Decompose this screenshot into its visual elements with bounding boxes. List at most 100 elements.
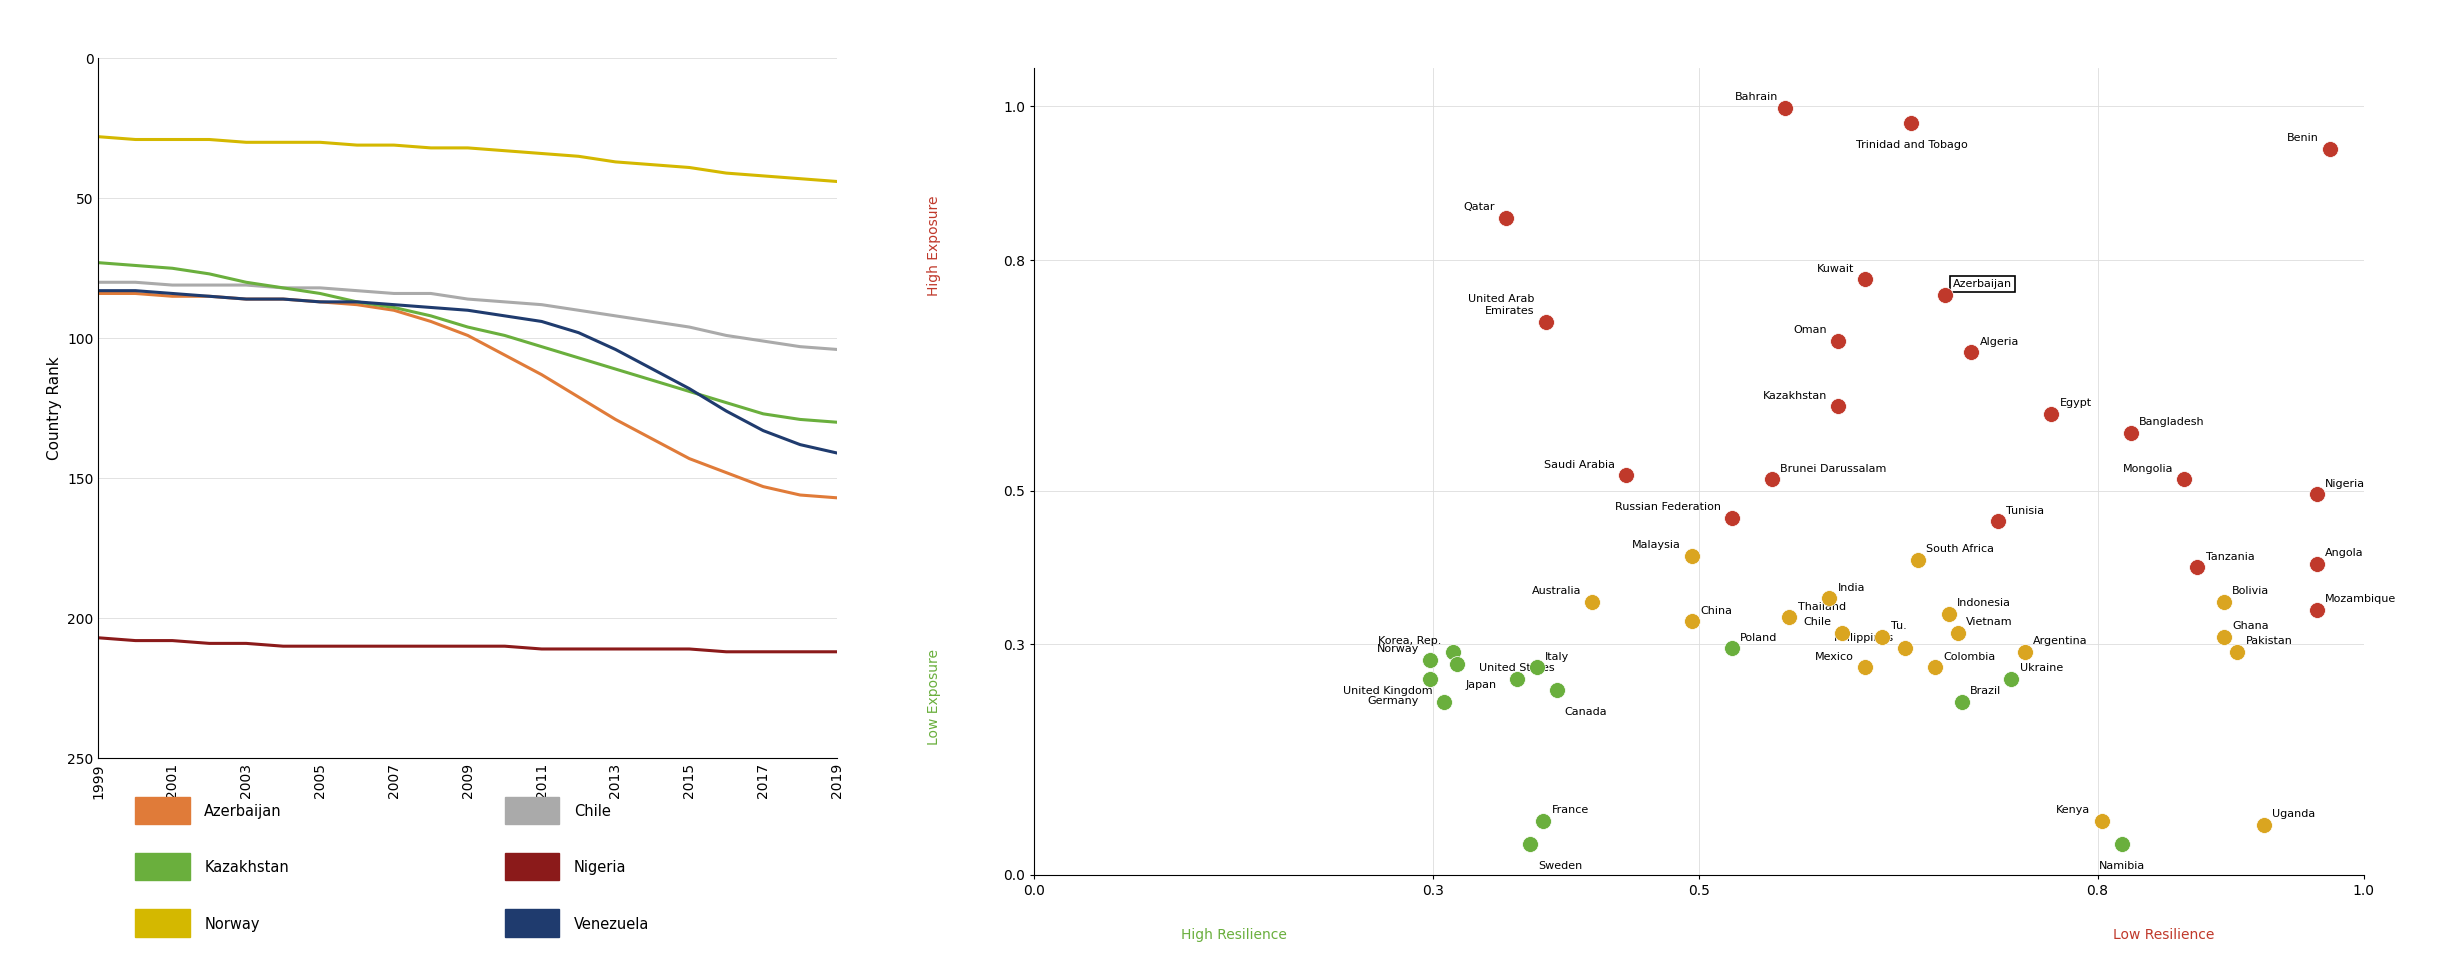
Text: Ukraine: Ukraine	[2019, 663, 2063, 674]
Point	[1714, 641, 1753, 656]
Text: Japan: Japan	[1465, 680, 1497, 690]
Text: Pakistan: Pakistan	[2245, 637, 2292, 646]
Point	[1979, 513, 2019, 529]
Text: Poland: Poland	[1741, 633, 1778, 642]
Text: Mexico: Mexico	[1814, 652, 1854, 662]
Text: Germany: Germany	[1369, 696, 1418, 706]
Text: Norway: Norway	[1376, 644, 1418, 654]
Point	[1765, 100, 1805, 116]
Text: Nigeria: Nigeria	[574, 860, 625, 876]
Point	[1819, 399, 1859, 414]
Text: Low Resilience: Low Resilience	[2112, 928, 2216, 942]
Text: Angola: Angola	[2324, 548, 2364, 558]
Point	[1819, 333, 1859, 349]
Point	[1915, 660, 1955, 676]
Point	[1497, 671, 1536, 686]
Point	[2031, 406, 2071, 422]
Point	[1753, 471, 1792, 487]
Point	[1526, 314, 1566, 330]
Point	[1770, 609, 1810, 625]
Point	[1822, 625, 1861, 641]
Point	[1536, 682, 1576, 698]
Point	[1605, 468, 1645, 483]
Text: Azerbaijan: Azerbaijan	[1952, 279, 2011, 289]
Text: High Resilience: High Resilience	[1179, 928, 1288, 942]
Point	[1411, 671, 1450, 686]
Text: Venezuela: Venezuela	[574, 917, 650, 932]
Text: Mozambique: Mozambique	[2324, 594, 2396, 605]
Text: Colombia: Colombia	[1945, 652, 1997, 662]
Text: Philippines: Philippines	[1834, 633, 1893, 642]
Point	[1423, 694, 1462, 710]
Text: Uganda: Uganda	[2272, 810, 2314, 819]
Text: Egypt: Egypt	[2058, 399, 2093, 408]
Text: Norway: Norway	[204, 917, 261, 932]
Text: High Exposure: High Exposure	[928, 195, 940, 295]
Point	[1925, 287, 1965, 302]
Text: Mongolia: Mongolia	[2122, 464, 2174, 473]
Point	[1943, 694, 1982, 710]
Point	[2203, 594, 2243, 609]
Point	[2004, 644, 2043, 660]
Text: Chile: Chile	[574, 804, 611, 819]
Text: Chile: Chile	[1802, 617, 1832, 627]
Point	[1846, 271, 1886, 287]
Text: Sweden: Sweden	[1539, 861, 1583, 871]
Text: Low Exposure: Low Exposure	[928, 649, 940, 746]
Text: Tunisia: Tunisia	[2007, 505, 2043, 516]
Point	[2309, 141, 2349, 156]
Text: Argentina: Argentina	[2034, 637, 2088, 646]
Point	[1846, 660, 1886, 676]
Point	[1573, 594, 1613, 609]
Text: India: India	[1837, 582, 1864, 593]
Point	[1487, 210, 1526, 226]
Point	[1438, 656, 1477, 672]
Text: United States: United States	[1480, 663, 1554, 674]
Point	[2103, 836, 2142, 851]
Point	[1864, 629, 1903, 644]
Point	[2176, 560, 2216, 575]
Point	[2245, 817, 2285, 833]
Point	[1898, 552, 1938, 568]
Point	[1952, 344, 1992, 360]
Point	[2203, 629, 2243, 644]
Text: Namibia: Namibia	[2098, 861, 2144, 871]
Point	[2297, 602, 2336, 617]
Y-axis label: Country Rank: Country Rank	[47, 357, 62, 460]
Text: Thailand: Thailand	[1797, 602, 1846, 611]
Text: Indonesia: Indonesia	[1957, 598, 2011, 608]
Text: Canada: Canada	[1566, 707, 1608, 717]
Text: Ghana: Ghana	[2233, 621, 2270, 631]
Text: Kazakhstan: Kazakhstan	[1763, 391, 1827, 400]
Text: Kazakhstan: Kazakhstan	[204, 860, 288, 876]
Point	[1938, 625, 1977, 641]
Text: Trinidad and Tobago: Trinidad and Tobago	[1856, 140, 1967, 150]
Text: Bangladesh: Bangladesh	[2139, 417, 2206, 428]
Point	[1891, 116, 1930, 131]
Text: Kuwait: Kuwait	[1817, 263, 1854, 274]
Point	[1433, 644, 1472, 660]
Text: South Africa: South Africa	[1925, 544, 1994, 554]
Text: Oman: Oman	[1795, 326, 1827, 335]
Text: Qatar: Qatar	[1462, 202, 1494, 212]
Text: Saudi Arabia: Saudi Arabia	[1544, 460, 1615, 469]
Text: United Arab
Emirates: United Arab Emirates	[1467, 295, 1534, 316]
Point	[1524, 814, 1563, 829]
Point	[1672, 548, 1711, 564]
Text: Azerbaijan: Azerbaijan	[204, 804, 283, 819]
Point	[2297, 556, 2336, 572]
Point	[1509, 836, 1549, 851]
Text: Vietnam: Vietnam	[1967, 617, 2014, 627]
Text: Italy: Italy	[1546, 652, 1568, 662]
Text: France: France	[1551, 806, 1588, 816]
Text: Malaysia: Malaysia	[1632, 540, 1682, 550]
Point	[2110, 425, 2152, 440]
Point	[1714, 509, 1753, 525]
Text: United Kingdom: United Kingdom	[1342, 686, 1433, 696]
Text: Kenya: Kenya	[2056, 806, 2090, 816]
Text: Algeria: Algeria	[1979, 336, 2019, 347]
Text: Australia: Australia	[1531, 586, 1581, 597]
Point	[1411, 652, 1450, 668]
Text: Tu.: Tu.	[1891, 621, 1906, 631]
Point	[1810, 590, 1849, 606]
